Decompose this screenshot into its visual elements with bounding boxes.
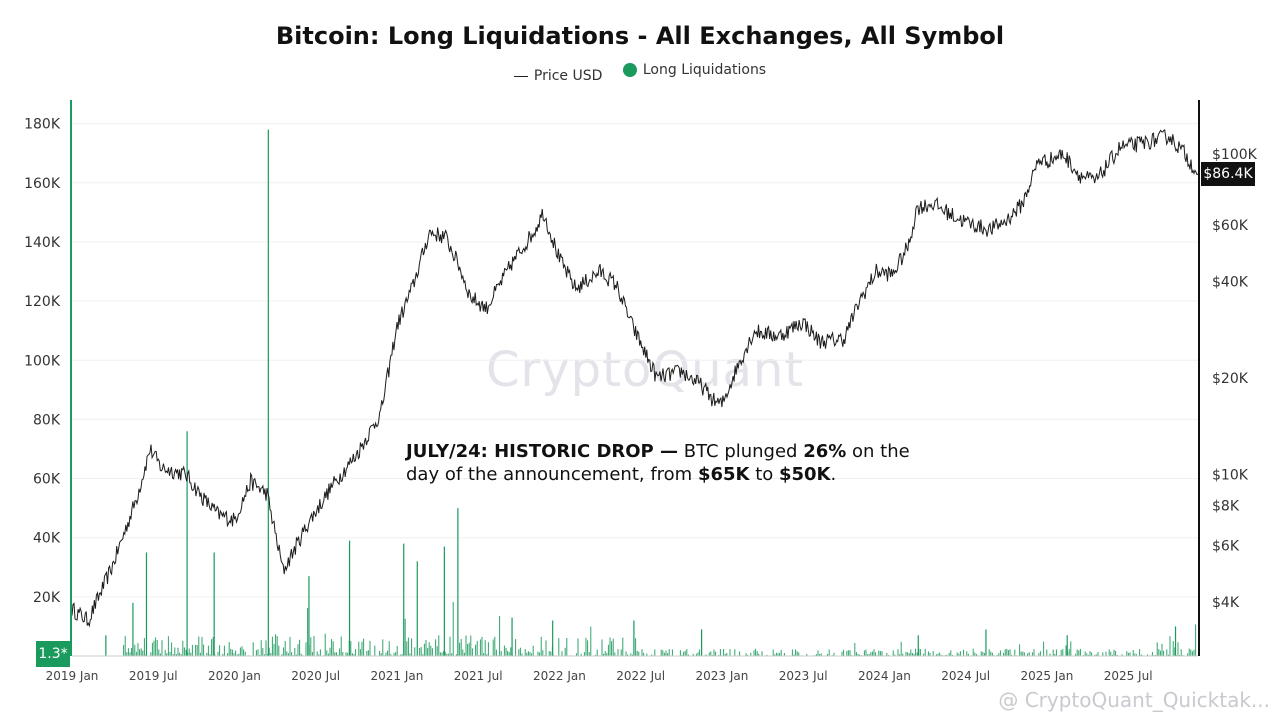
x-axis-tick-label: 2023 Jul xyxy=(779,669,828,683)
annotation-to: $50K xyxy=(778,464,831,485)
x-axis-tick-label: 2024 Jul xyxy=(941,669,990,683)
annotation-part-4: . xyxy=(830,464,837,485)
x-axis-tick-label: 2025 Jan xyxy=(1020,669,1073,683)
x-axis-tick-label: 2021 Jan xyxy=(371,669,424,683)
line-swatch-icon xyxy=(513,75,528,77)
x-axis-tick-label: 2021 Jul xyxy=(454,669,503,683)
legend-label-price: Price USD xyxy=(533,68,603,85)
chart-legend: Price USD Long Liquidations xyxy=(0,62,1280,84)
x-axis-tick-label: 2025 Jul xyxy=(1104,669,1153,683)
right-axis-tick-label: $4K xyxy=(1212,595,1240,611)
right-axis-tick-label: $10K xyxy=(1212,467,1249,483)
x-axis-tick-label: 2024 Jan xyxy=(858,669,911,683)
legend-label-liquidations: Long Liquidations xyxy=(642,62,767,78)
current-price-tag: $86.4K xyxy=(1201,162,1255,186)
axes: 20K 40K 60K 80K 100K 120K 140K 160K 180K $4K $6K $8… xyxy=(24,100,1258,683)
x-axis-tick-label: 2022 Jan xyxy=(533,669,586,683)
left-axis-tick-label: 20K xyxy=(33,590,61,606)
source-credit: @ CryptoQuant_Quicktak... xyxy=(998,688,1270,712)
right-axis-tick-label: $40K xyxy=(1212,275,1249,291)
x-axis-tick-label: 2020 Jul xyxy=(291,669,340,683)
annotation-date: JULY/24: HISTORIC DROP — xyxy=(406,441,679,462)
left-axis-tick-label: 40K xyxy=(33,531,61,547)
annotation-text: JULY/24: HISTORIC DROP — BTC plunged 26%… xyxy=(406,440,926,486)
right-axis-tick-label: $100K xyxy=(1212,147,1258,163)
left-axis-tick-label: 120K xyxy=(24,294,61,310)
annotation-pct: 26% xyxy=(803,441,847,462)
x-axis-tick-label: 2023 Jan xyxy=(695,669,748,683)
right-axis-tick-label: $8K xyxy=(1212,499,1240,515)
chart-title: Bitcoin: Long Liquidations - All Exchang… xyxy=(275,22,1005,50)
liquidation-bars xyxy=(105,129,1197,656)
x-axis-tick-label: 2019 Jan xyxy=(46,669,99,683)
right-axis-tick-label: $20K xyxy=(1212,371,1249,387)
x-axis-tick-label: 2019 Jul xyxy=(129,669,178,683)
scale-tag: 1.3* xyxy=(36,641,70,667)
x-axis-tick-label: 2020 Jan xyxy=(208,669,261,683)
annotation-part-2: on the day of the announcement, from xyxy=(406,441,910,485)
price-series xyxy=(71,129,1199,628)
left-axis-tick-label: 180K xyxy=(24,117,61,133)
grid-lines xyxy=(72,123,1198,598)
annotation-part-3: to xyxy=(749,464,779,485)
right-axis-tick-label: $6K xyxy=(1212,539,1240,555)
right-axis-tick-label: $60K xyxy=(1212,218,1249,234)
x-axis-tick-label: 2022 Jul xyxy=(616,669,665,683)
left-axis-tick-label: 140K xyxy=(24,235,61,251)
left-axis-tick-label: 80K xyxy=(33,412,61,428)
dot-swatch-icon xyxy=(622,63,637,77)
left-axis-tick-label: 60K xyxy=(33,472,61,488)
annotation-from: $65K xyxy=(697,464,750,485)
legend-item-price[interactable]: Price USD xyxy=(513,68,603,85)
left-axis-tick-label: 100K xyxy=(24,353,61,369)
price-line xyxy=(71,129,1199,628)
annotation-part-1: BTC plunged xyxy=(678,441,804,462)
legend-item-liquidations[interactable]: Long Liquidations xyxy=(622,62,767,78)
left-axis-tick-label: 160K xyxy=(24,176,61,192)
